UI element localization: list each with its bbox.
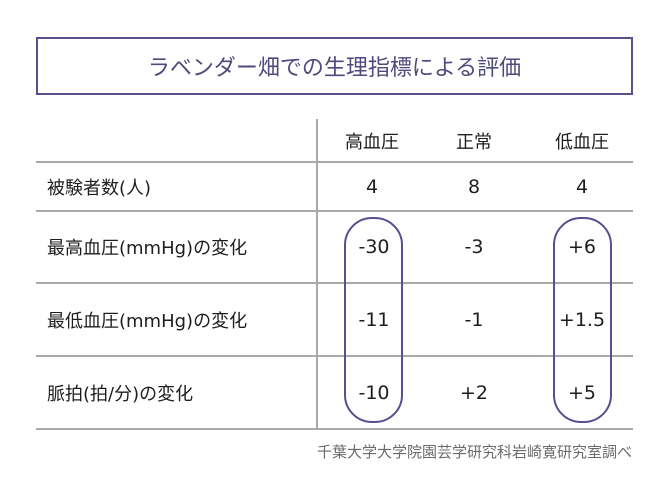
column-divider <box>316 119 318 430</box>
table-cell: -3 <box>464 236 484 258</box>
page-title: ラベンダー畑での生理指標による評価 <box>147 56 522 81</box>
table-cell: +6 <box>567 236 596 258</box>
row-divider <box>36 282 633 284</box>
row-label-pulse-change: 脈拍(拍/分)の変化 <box>47 383 194 405</box>
table-cell: 8 <box>467 175 481 198</box>
table-cell: -30 <box>358 236 390 258</box>
highlight-hypotension-column <box>553 217 612 423</box>
row-divider <box>36 355 633 357</box>
header-divider <box>36 161 633 163</box>
table-cell: 4 <box>575 175 589 198</box>
row-label-diastolic-change: 最低血圧(mmHg)の変化 <box>47 310 248 332</box>
table-bottom-line <box>36 428 633 430</box>
table-cell: +1.5 <box>558 308 606 331</box>
row-label-systolic-change: 最高血圧(mmHg)の変化 <box>47 238 248 259</box>
row-label-subjects: 被験者数(人) <box>47 177 152 199</box>
table-cell: -10 <box>358 381 390 404</box>
column-header-normal: 正常 <box>456 131 492 153</box>
table-cell: +2 <box>459 381 488 404</box>
table-cell: -1 <box>464 308 484 331</box>
table-cell: +5 <box>567 381 596 404</box>
column-header-hypertension: 高血圧 <box>345 131 399 153</box>
title-box: ラベンダー畑での生理指標による評価 <box>36 37 633 95</box>
highlight-hypertension-column <box>344 217 403 423</box>
row-divider <box>36 210 633 212</box>
source-note: 千葉大学大学院園芸学研究科岩崎寛研究室調べ <box>316 443 632 461</box>
column-header-hypotension: 低血圧 <box>555 131 609 153</box>
table-cell: 4 <box>365 175 379 198</box>
table-cell: -11 <box>358 308 390 331</box>
